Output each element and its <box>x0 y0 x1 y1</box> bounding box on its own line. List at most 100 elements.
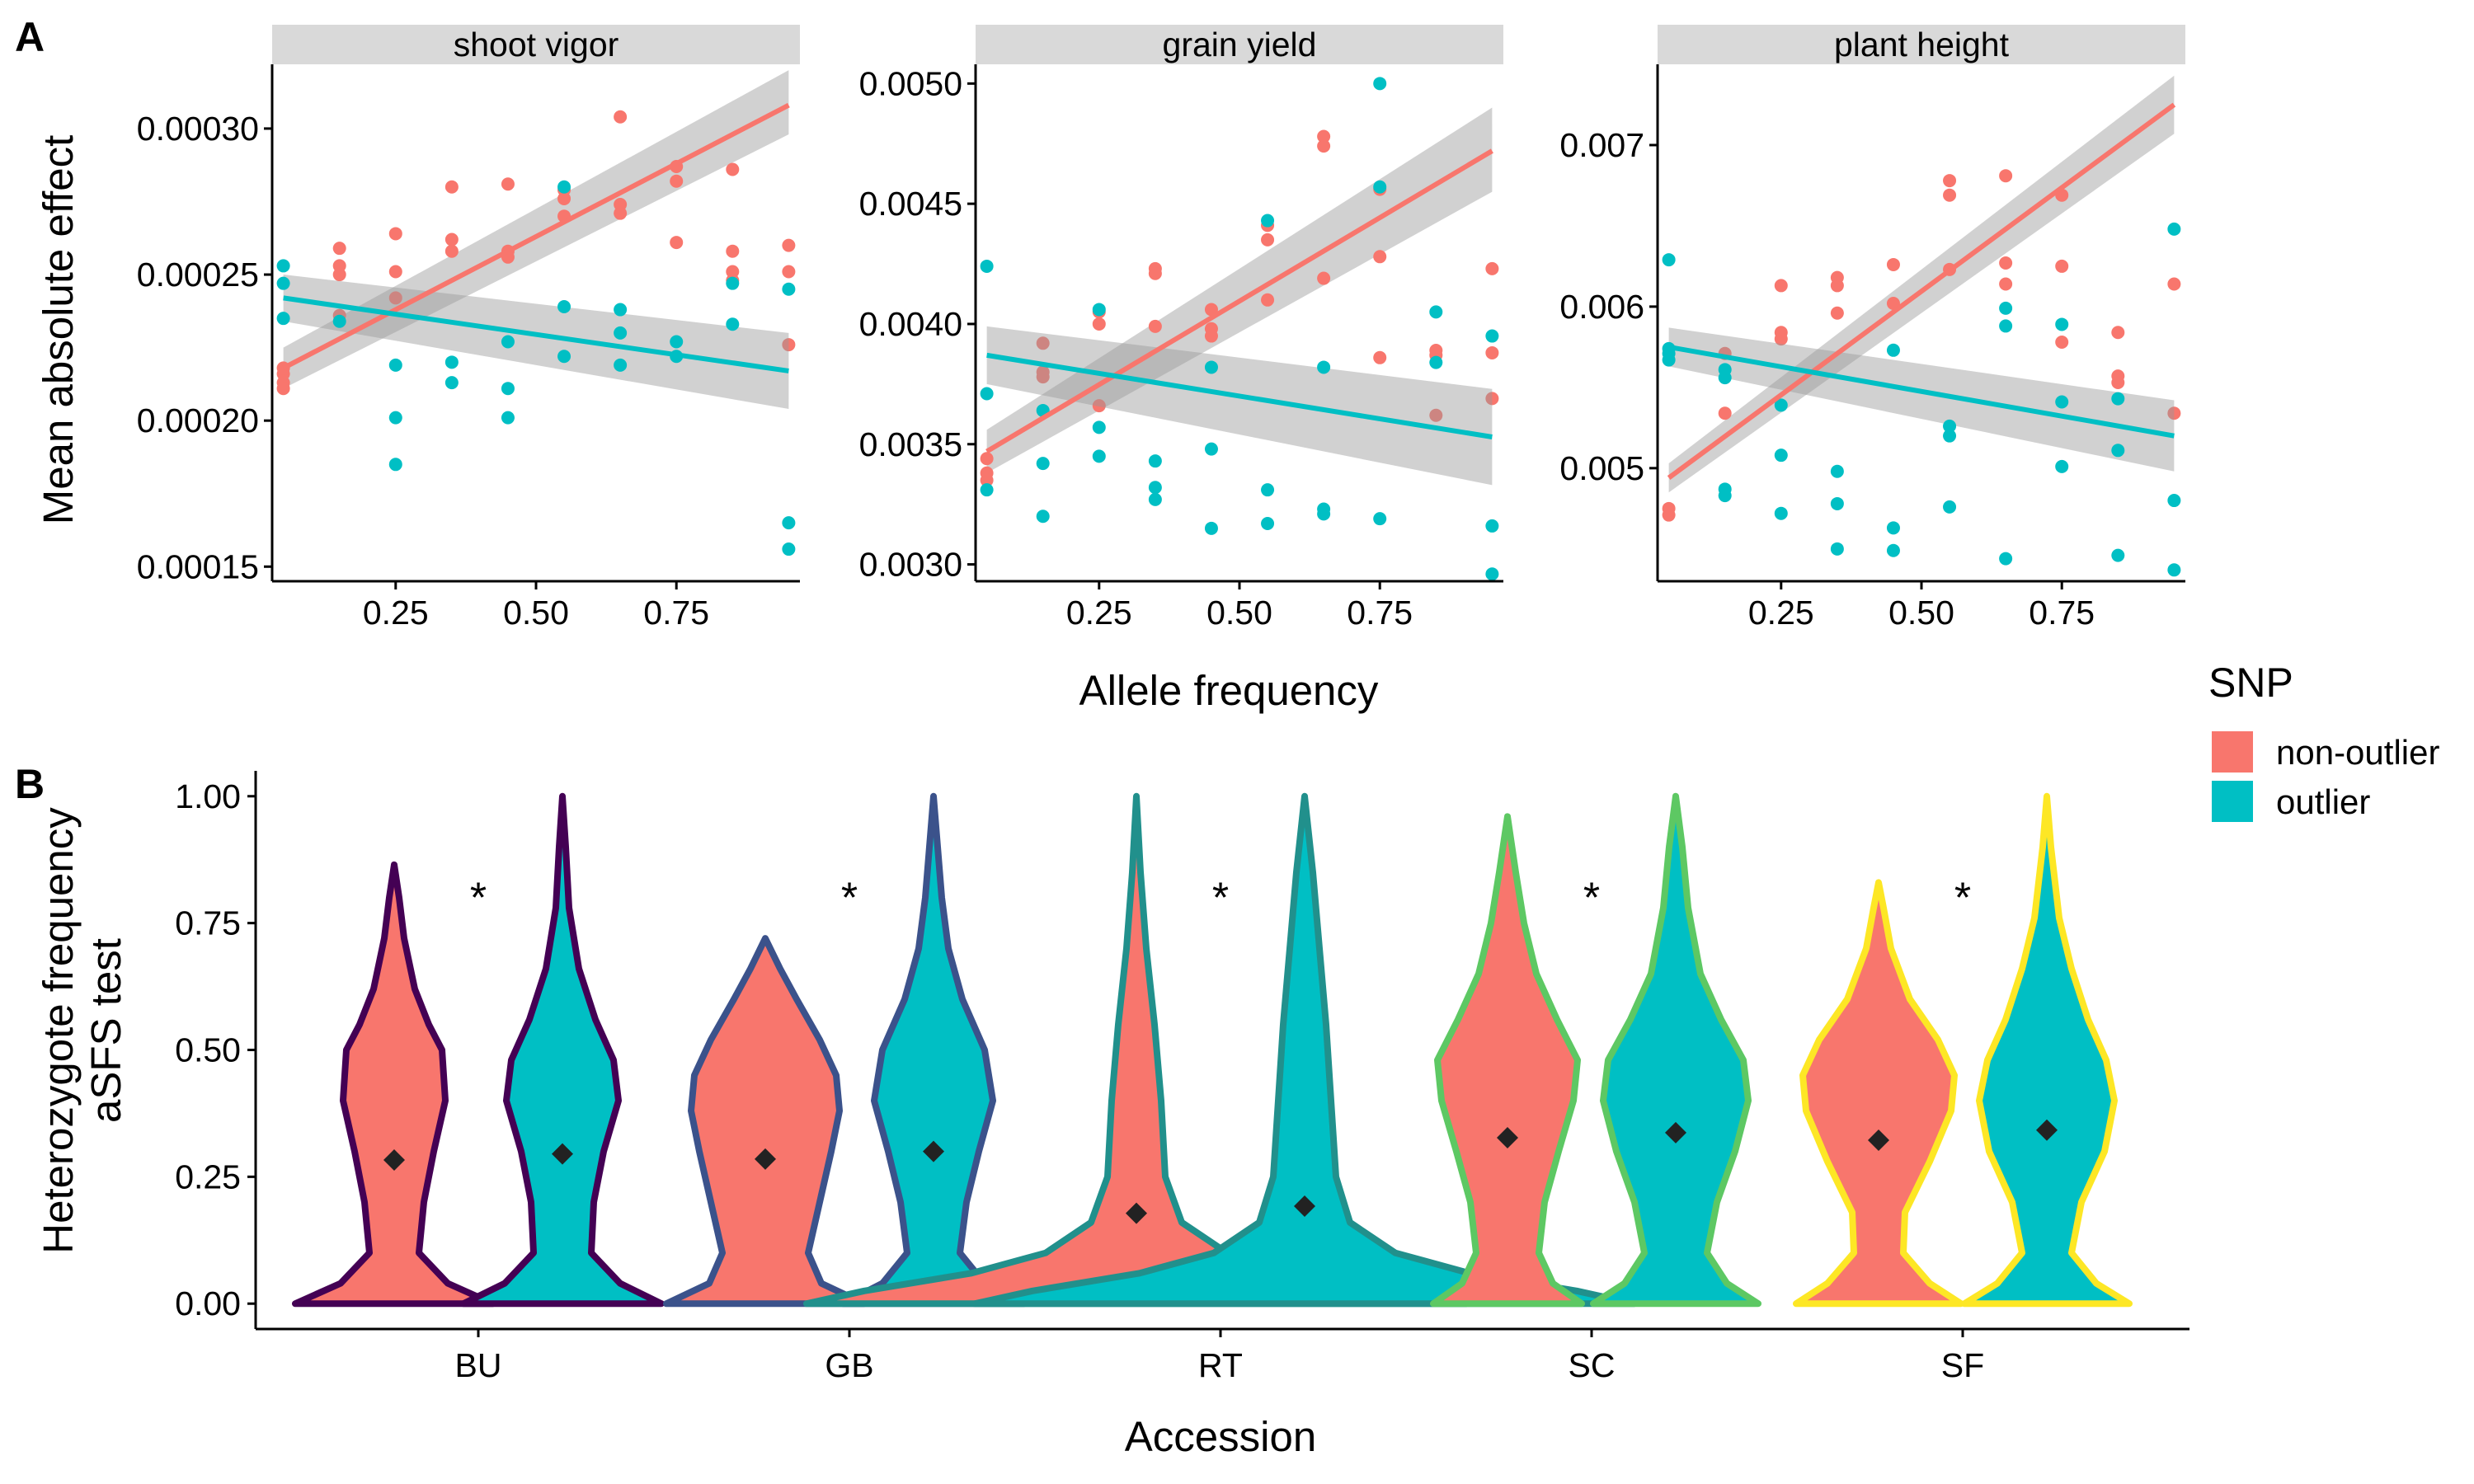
point-outlier <box>1830 542 1844 556</box>
point-outlier <box>1774 506 1788 520</box>
point-outlier <box>1886 521 1900 535</box>
point-outlier <box>1204 360 1218 374</box>
point-outlier <box>388 411 402 425</box>
point-non-outlier <box>388 265 402 279</box>
panel-letter-b: B <box>15 761 45 807</box>
violin-y-tick-label: 0.75 <box>175 904 241 942</box>
y-tick-label: 0.0030 <box>859 546 962 584</box>
facet-shoot-vigor: shoot vigor 0.00015 0.00020 0.00025 0.00030 0… <box>137 25 800 632</box>
y-tick-label: 0.005 <box>1559 449 1644 487</box>
point-outlier <box>980 483 994 497</box>
significance-star-RT: * <box>1212 875 1229 923</box>
point-outlier <box>2167 563 2181 577</box>
point-outlier <box>1718 489 1732 503</box>
point-outlier <box>1662 253 1676 267</box>
point-non-outlier <box>388 291 402 305</box>
point-outlier <box>2055 395 2069 409</box>
point-non-outlier <box>782 265 796 279</box>
point-non-outlier <box>2055 336 2069 350</box>
violin-BU-non-outlier <box>292 861 496 1308</box>
point-outlier <box>1261 517 1275 531</box>
point-outlier <box>557 300 571 314</box>
significance-star-SF: * <box>1954 875 1971 923</box>
violin-y-tick-label: 0.00 <box>175 1284 241 1322</box>
x-tick-label: 0.50 <box>1888 594 1954 632</box>
point-outlier <box>980 259 994 273</box>
significance-star-SC: * <box>1583 875 1600 923</box>
point-non-outlier <box>1373 250 1387 264</box>
point-outlier <box>1943 419 1957 433</box>
fit-line-non-outlier <box>282 102 790 371</box>
plot-area-grain-yield <box>980 77 1499 581</box>
point-outlier <box>1148 454 1162 468</box>
point-outlier <box>2167 494 2181 508</box>
x-tick-label: 0.50 <box>1206 594 1272 632</box>
point-non-outlier <box>782 238 796 252</box>
x-tick-label: 0.50 <box>503 594 569 632</box>
point-non-outlier <box>782 338 796 352</box>
x-tick-label: 0.25 <box>363 594 429 632</box>
point-non-outlier <box>2167 406 2181 420</box>
violin-x-tick-label-RT: RT <box>1198 1346 1243 1384</box>
violin-y-tick-label: 0.25 <box>175 1158 241 1195</box>
mean-marker-RT-non-outlier <box>1126 1202 1147 1224</box>
point-outlier <box>1774 448 1788 463</box>
violin-plot-area: * * * * * <box>292 792 2133 1308</box>
facet-label-grain-yield: grain yield <box>1163 26 1317 63</box>
point-outlier <box>1886 343 1900 357</box>
point-non-outlier <box>1429 408 1443 422</box>
violin-SC-outlier <box>1590 792 1761 1308</box>
point-outlier <box>332 314 346 328</box>
plot-area-shoot-vigor <box>276 70 796 556</box>
legend-title: SNP <box>2208 660 2293 706</box>
point-outlier <box>557 180 571 194</box>
point-outlier <box>276 312 290 326</box>
x-tick-label: 0.25 <box>1748 594 1814 632</box>
violin-GB-outlier <box>840 792 1028 1308</box>
mean-marker-BU-outlier <box>552 1143 573 1165</box>
point-non-outlier <box>1943 174 1957 188</box>
ci-band-non-outlier <box>986 107 1493 473</box>
point-outlier <box>670 335 684 349</box>
point-outlier <box>1429 305 1443 319</box>
x-tick-label: 0.75 <box>1347 594 1413 632</box>
point-outlier <box>1373 512 1387 526</box>
fit-line-non-outlier <box>1667 102 2176 481</box>
y-tick-label: 0.00030 <box>137 110 259 148</box>
ci-band-non-outlier <box>1668 75 2175 493</box>
violin-group-SF: * <box>1793 792 2133 1308</box>
facet-label-shoot-vigor: shoot vigor <box>454 26 619 63</box>
panel-a-y-axis-title: Mean absolute effect <box>35 135 82 525</box>
point-outlier <box>388 358 402 372</box>
point-outlier <box>614 303 628 317</box>
point-non-outlier <box>726 162 740 176</box>
point-outlier <box>1886 543 1900 557</box>
point-outlier <box>1204 521 1218 535</box>
point-outlier <box>1373 77 1387 91</box>
point-outlier <box>1485 519 1499 533</box>
point-non-outlier <box>1999 169 2013 183</box>
point-non-outlier <box>726 244 740 258</box>
ci-band-outlier <box>1668 327 2175 472</box>
panel-b-x-axis-title: Accession <box>1125 1413 1316 1460</box>
facet-strip-grain-yield <box>976 25 1503 64</box>
point-non-outlier <box>614 206 628 220</box>
point-non-outlier <box>2111 326 2125 340</box>
y-tick-label: 0.006 <box>1559 288 1644 326</box>
facet-label-plant-height: plant height <box>1834 26 2010 63</box>
ci-band-non-outlier <box>283 70 789 389</box>
point-non-outlier <box>614 110 628 124</box>
panel-letter-a: A <box>15 14 45 60</box>
violin-SC-non-outlier <box>1430 813 1585 1308</box>
point-outlier <box>1999 301 2013 315</box>
violin-SF-outlier <box>1961 792 2133 1308</box>
point-non-outlier <box>1317 129 1331 143</box>
point-non-outlier <box>1092 317 1106 331</box>
point-outlier <box>501 411 515 425</box>
panel-b-y-axis-title-line1: Heterozygote frequency <box>35 807 82 1254</box>
fit-line-outlier <box>986 352 1493 439</box>
panel-b-y-axis-title-line2: aSFS test <box>82 938 129 1123</box>
point-outlier <box>1943 429 1957 443</box>
violin-group-GB: * <box>663 792 1028 1308</box>
violin-group-SC: * <box>1430 792 1761 1308</box>
